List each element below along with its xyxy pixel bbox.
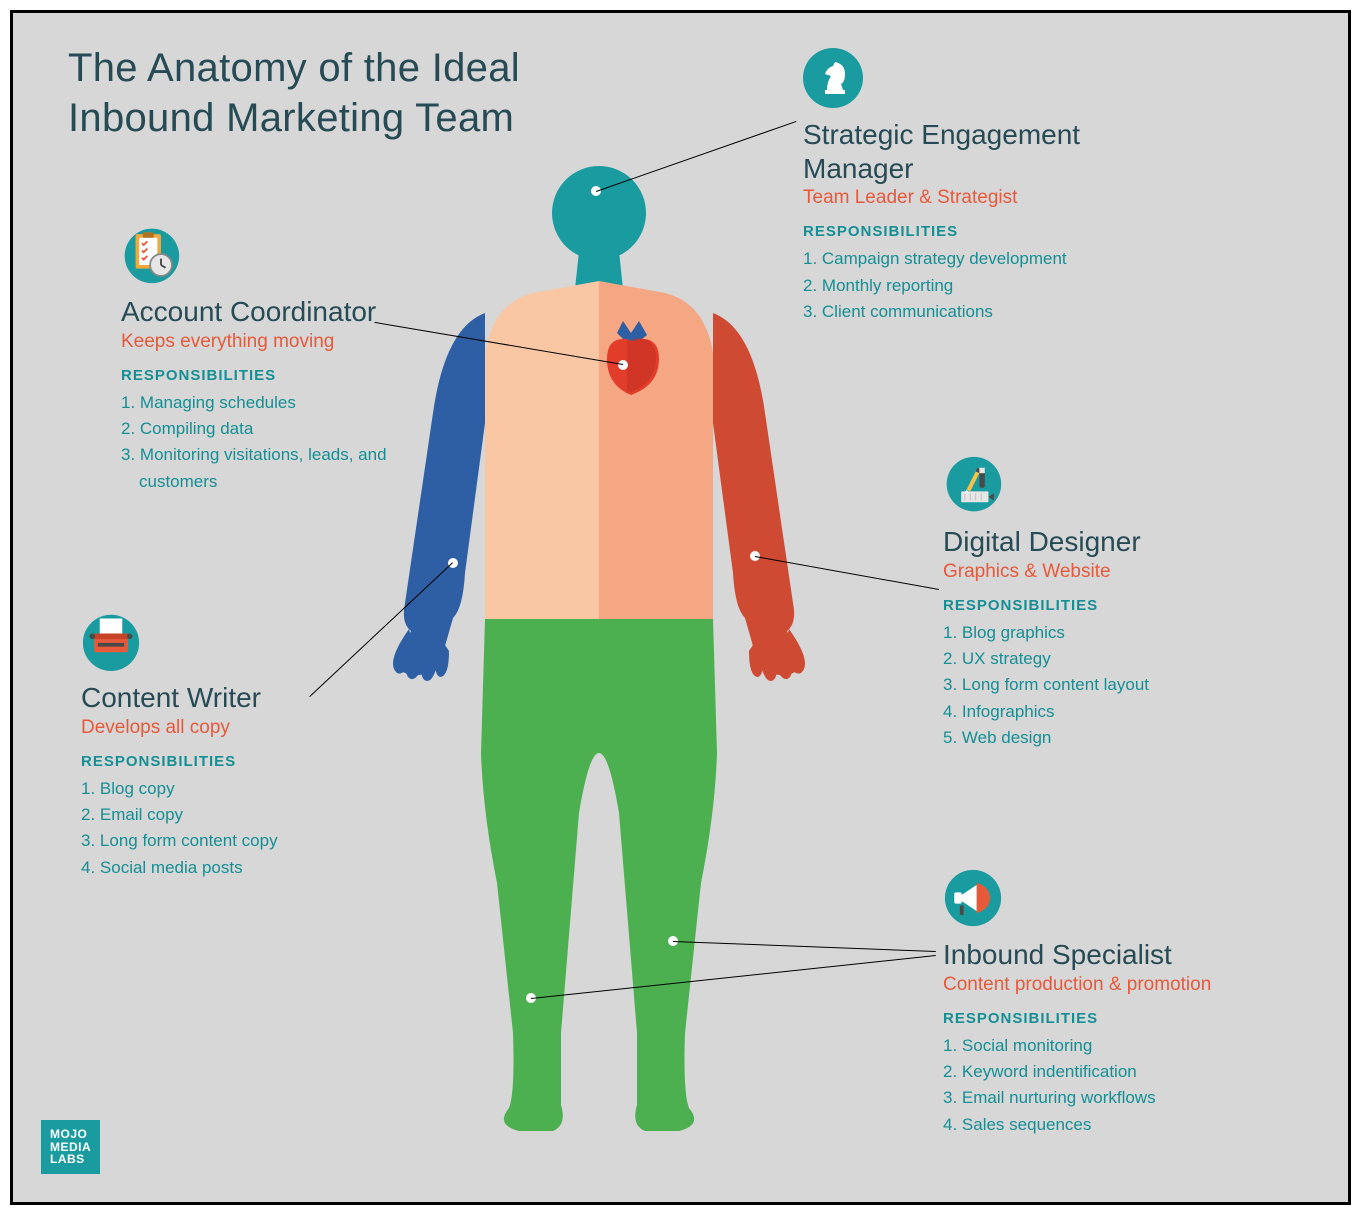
role-account-coordinator: Account CoordinatorKeeps everything movi… bbox=[121, 225, 461, 495]
brand-logo: MOJOMEDIALABS bbox=[41, 1120, 100, 1174]
role-subtitle: Develops all copy bbox=[81, 717, 421, 739]
figure-legs bbox=[481, 619, 717, 1131]
role-content-writer: Content WriterDevelops all copy RESPONSIB… bbox=[81, 611, 421, 881]
responsibility-item: Social media posts bbox=[81, 855, 421, 881]
role-title: Inbound Specialist bbox=[943, 938, 1283, 972]
responsibility-item: Email nurturing workflows bbox=[943, 1085, 1283, 1111]
responsibility-item: Sales sequences bbox=[943, 1112, 1283, 1138]
responsibilities-list: Social monitoringKeyword indentification… bbox=[943, 1033, 1283, 1138]
responsibilities-label: RESPONSIBILITIES bbox=[943, 597, 1283, 614]
responsibility-item: Keyword indentification bbox=[943, 1059, 1283, 1085]
responsibilities-label: RESPONSIBILITIES bbox=[803, 223, 1143, 240]
responsibility-item: Managing schedules bbox=[121, 390, 461, 416]
responsibilities-label: RESPONSIBILITIES bbox=[81, 753, 421, 770]
responsibilities-label: RESPONSIBILITIES bbox=[943, 1010, 1283, 1027]
role-title: Digital Designer bbox=[943, 525, 1283, 559]
figure-torso-left bbox=[485, 281, 599, 619]
infographic-frame: The Anatomy of the IdealInbound Marketin… bbox=[10, 10, 1351, 1205]
typewriter-icon bbox=[81, 611, 141, 671]
responsibility-item: Client communications bbox=[803, 299, 1143, 325]
responsibilities-list: Campaign strategy developmentMonthly rep… bbox=[803, 246, 1143, 325]
role-digital-designer: Digital DesignerGraphics & Website RESPON… bbox=[943, 455, 1283, 751]
responsibility-item: UX strategy bbox=[943, 646, 1283, 672]
megaphone-icon bbox=[943, 868, 1003, 928]
responsibility-item: Campaign strategy development bbox=[803, 246, 1143, 272]
responsibilities-list: Blog graphicsUX strategyLong form conten… bbox=[943, 620, 1283, 752]
responsibility-item: Email copy bbox=[81, 802, 421, 828]
role-title: Account Coordinator bbox=[121, 295, 461, 329]
figure-head bbox=[552, 166, 646, 260]
figure-right-arm bbox=[713, 313, 799, 675]
responsibility-item: Web design bbox=[943, 725, 1283, 751]
role-subtitle: Team Leader & Strategist bbox=[803, 187, 1143, 209]
responsibility-item: Monthly reporting bbox=[803, 273, 1143, 299]
responsibility-item: Long form content copy bbox=[81, 828, 421, 854]
role-subtitle: Graphics & Website bbox=[943, 561, 1283, 583]
responsibility-item: Blog graphics bbox=[943, 620, 1283, 646]
responsibility-item: Long form content layout bbox=[943, 672, 1283, 698]
knight-icon bbox=[803, 48, 863, 108]
responsibility-item: Blog copy bbox=[81, 776, 421, 802]
figure-torso-right bbox=[599, 281, 713, 619]
responsibility-item: Compiling data bbox=[121, 416, 461, 442]
role-subtitle: Keeps everything moving bbox=[121, 331, 461, 353]
clipboard-clock-icon bbox=[121, 225, 181, 285]
role-subtitle: Content production & promotion bbox=[943, 974, 1283, 996]
responsibility-item: Social monitoring bbox=[943, 1033, 1283, 1059]
responsibilities-list: Blog copyEmail copyLong form content cop… bbox=[81, 776, 421, 881]
role-title: Content Writer bbox=[81, 681, 421, 715]
responsibilities-label: RESPONSIBILITIES bbox=[121, 367, 461, 384]
role-strategic-engagement-manager: Strategic EngagementManagerTeam Leader &… bbox=[803, 48, 1143, 325]
responsibility-item: Infographics bbox=[943, 699, 1283, 725]
responsibilities-list: Managing schedulesCompiling dataMonitori… bbox=[121, 390, 461, 495]
role-inbound-specialist: Inbound SpecialistContent production & p… bbox=[943, 868, 1283, 1138]
role-title: Strategic EngagementManager bbox=[803, 118, 1143, 185]
design-tools-icon bbox=[943, 455, 1003, 515]
anchor-dot-heart bbox=[618, 360, 628, 370]
responsibility-item: Monitoring visitations, leads, and custo… bbox=[121, 442, 461, 495]
